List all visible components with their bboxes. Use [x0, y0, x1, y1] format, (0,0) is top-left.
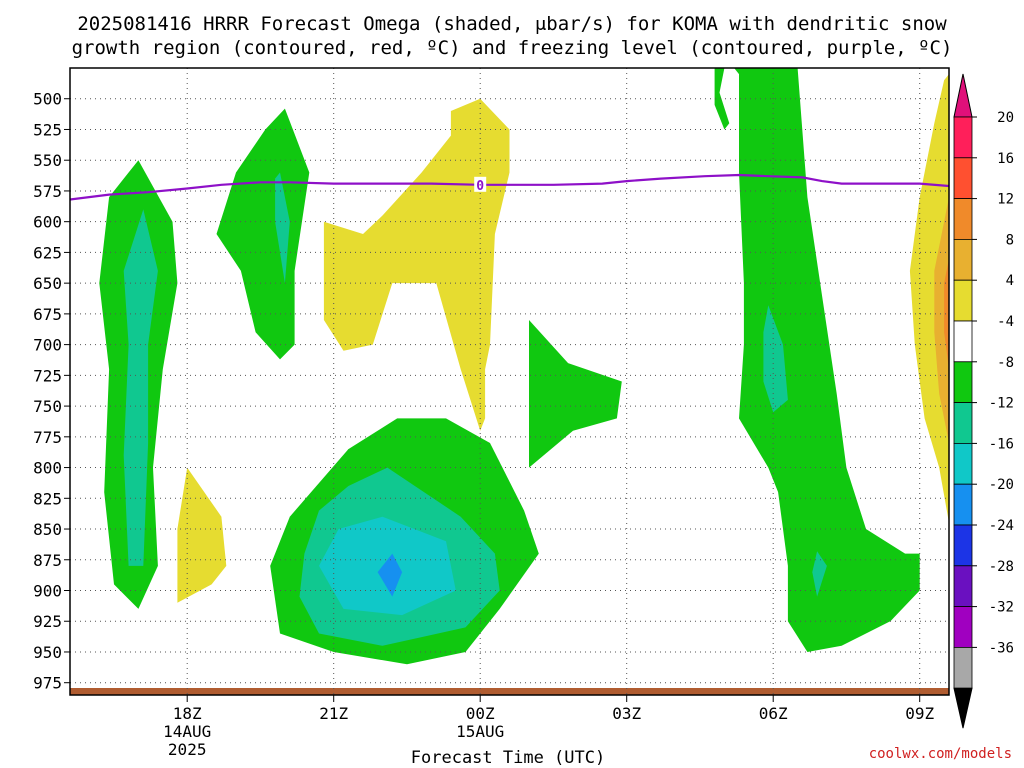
y-tick-label-575: 575	[33, 182, 62, 201]
plot-frame	[69, 67, 950, 696]
y-tick-label-625: 625	[33, 243, 62, 262]
y-tick-label-525: 525	[33, 120, 62, 139]
x-tick-label-18Z: 18Z	[173, 704, 202, 723]
omega-region-10	[529, 320, 622, 468]
y-tick-label-775: 775	[33, 428, 62, 447]
omega-region-13	[763, 305, 788, 413]
colorbar-label-7: -12	[989, 396, 1014, 412]
y-tick-label-750: 750	[33, 397, 62, 416]
colorbar-label-5: -4	[997, 314, 1014, 330]
omega-region-14	[812, 551, 827, 597]
y-tick-label-900: 900	[33, 582, 62, 601]
y-tick-label-925: 925	[33, 612, 62, 631]
omega-region-8	[377, 553, 403, 597]
colorbar-label-10: -24	[989, 518, 1014, 534]
colorbar-swatch-6	[953, 361, 973, 403]
chart-title-line1: 2025081416 HRRR Forecast Omega (shaded, …	[77, 13, 947, 35]
y-tick-label-950: 950	[33, 643, 62, 662]
omega-region-11	[714, 68, 730, 130]
colorbar-label-13: -36	[989, 640, 1014, 656]
y-tick-label-700: 700	[33, 336, 62, 355]
colorbar-label-2: 12	[997, 192, 1014, 208]
x-tick-label-00Z: 00Z	[466, 704, 495, 723]
omega-region-2	[216, 108, 310, 360]
omega-region-3	[275, 172, 290, 284]
y-tick-label-650: 650	[33, 274, 62, 293]
colorbar-swatch-9	[953, 483, 973, 526]
colorbar-label-12: -32	[989, 600, 1014, 616]
colorbar-swatch-11	[953, 565, 973, 607]
y-tick-label-875: 875	[33, 551, 62, 570]
colorbar-swatch-12	[953, 606, 973, 648]
x-tick-label-06Z: 06Z	[759, 704, 788, 723]
y-tick-label-500: 500	[33, 90, 62, 109]
y-tick-label-850: 850	[33, 520, 62, 539]
omega-region-17	[944, 258, 949, 370]
y-tick-label-600: 600	[33, 213, 62, 232]
colorbar-label-4: 4	[1006, 273, 1014, 289]
credit-text: coolwx.com/models	[869, 746, 1012, 762]
x-axis-label: Forecast Time (UTC)	[411, 748, 605, 768]
colorbar-swatch-5	[953, 320, 973, 363]
x-tick-date-00Z: 15AUG	[456, 722, 504, 741]
colorbar-label-0: 20	[997, 110, 1014, 126]
colorbar-swatch-4	[953, 279, 973, 322]
y-tick-label-675: 675	[33, 305, 62, 324]
colorbar-label-11: -28	[989, 559, 1014, 575]
omega-shaded-regions	[99, 68, 949, 665]
y-tick-label-825: 825	[33, 489, 62, 508]
colorbar-swatch-10	[953, 524, 973, 567]
colorbar: 20 16 12 8 4 -4 -8 -12 -16 -20 -24 -28 -32 -36	[953, 73, 1014, 729]
colorbar-label-1: 16	[997, 151, 1014, 167]
omega-region-1	[123, 209, 158, 566]
y-tick-label-800: 800	[33, 459, 62, 478]
colorbar-swatch-8	[953, 442, 973, 485]
colorbar-label-8: -16	[989, 436, 1014, 452]
omega-region-12	[734, 68, 920, 652]
colorbar-swatch-1	[953, 157, 973, 200]
x-tick-label-21Z: 21Z	[319, 704, 348, 723]
omega-region-4	[323, 98, 510, 431]
freezing-level-line	[70, 173, 949, 201]
colorbar-min-arrow	[953, 687, 973, 729]
colorbar-max-arrow	[953, 73, 973, 118]
colorbar-swatch-0	[953, 116, 973, 159]
colorbar-label-3: 8	[1006, 232, 1014, 248]
omega-region-9	[177, 467, 227, 603]
y-tick-label-725: 725	[33, 366, 62, 385]
colorbar-swatch-7	[953, 402, 973, 444]
y-tick-label-975: 975	[33, 674, 62, 693]
colorbar-swatch-2	[953, 198, 973, 240]
terrain-band	[70, 688, 949, 695]
colorbar-label-6: -8	[997, 355, 1014, 371]
freezing-level-contour: 0	[70, 173, 949, 201]
omega-region-16	[934, 197, 949, 443]
freezing-level-label: 0	[476, 179, 484, 194]
colorbar-swatch-3	[953, 238, 973, 281]
surface-terrain	[70, 688, 949, 695]
x-tick-label-09Z: 09Z	[905, 704, 934, 723]
x-tick-label-03Z: 03Z	[612, 704, 641, 723]
chart-title-line2: growth region (contoured, red, ºC) and f…	[72, 37, 953, 59]
x-tick-date-18Z: 14AUG	[163, 722, 211, 741]
freezing-level-label-bg	[474, 176, 487, 192]
y-axis: 500 525 550 575 600 625 650 675 700 725 750 775 800 8…	[33, 90, 70, 693]
y-tick-label-550: 550	[33, 151, 62, 170]
x-tick-year-18Z: 2025	[168, 740, 207, 759]
colorbar-label-9: -20	[989, 477, 1014, 493]
colorbar-swatch-13	[953, 647, 973, 689]
